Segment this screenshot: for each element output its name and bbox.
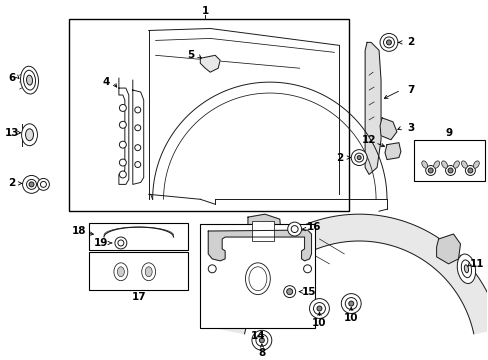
Text: 14: 14	[250, 331, 264, 341]
Circle shape	[341, 294, 361, 314]
Text: 8: 8	[258, 348, 265, 358]
Text: 3: 3	[407, 123, 414, 133]
Circle shape	[354, 153, 363, 162]
Text: 7: 7	[407, 85, 414, 95]
Polygon shape	[218, 214, 488, 334]
Circle shape	[135, 125, 141, 131]
Circle shape	[251, 330, 271, 350]
Circle shape	[447, 168, 452, 173]
Bar	[69, 19, 348, 211]
Circle shape	[286, 289, 292, 294]
Text: 2: 2	[335, 153, 342, 163]
Text: 15: 15	[302, 287, 316, 297]
Circle shape	[119, 171, 126, 178]
Ellipse shape	[456, 254, 475, 284]
Text: 10: 10	[311, 318, 326, 328]
Circle shape	[303, 265, 311, 273]
Text: 12: 12	[361, 135, 376, 145]
Ellipse shape	[117, 267, 124, 277]
Polygon shape	[379, 118, 396, 140]
Circle shape	[427, 168, 432, 173]
Bar	[251, 221, 273, 241]
Text: 2: 2	[8, 179, 15, 188]
Circle shape	[356, 156, 361, 159]
Text: 18: 18	[72, 226, 86, 236]
Text: 6: 6	[8, 73, 15, 83]
Circle shape	[41, 181, 46, 187]
Ellipse shape	[453, 161, 459, 168]
Circle shape	[379, 33, 397, 51]
Ellipse shape	[464, 265, 468, 273]
Text: 16: 16	[306, 222, 321, 232]
Circle shape	[290, 226, 298, 233]
Polygon shape	[436, 234, 460, 264]
Circle shape	[465, 166, 474, 175]
Circle shape	[350, 150, 366, 166]
Circle shape	[309, 298, 329, 319]
Circle shape	[386, 40, 391, 45]
Ellipse shape	[145, 267, 152, 277]
Circle shape	[38, 179, 49, 190]
Circle shape	[316, 306, 321, 311]
Ellipse shape	[460, 260, 470, 278]
Ellipse shape	[25, 129, 34, 141]
Ellipse shape	[26, 75, 33, 85]
Circle shape	[383, 37, 394, 48]
Text: 1: 1	[201, 6, 208, 15]
Circle shape	[348, 301, 353, 306]
Circle shape	[119, 104, 126, 111]
Bar	[413, 140, 484, 181]
Text: 9: 9	[445, 128, 452, 138]
Text: 11: 11	[469, 259, 484, 269]
Ellipse shape	[23, 70, 36, 90]
Circle shape	[208, 265, 216, 273]
Ellipse shape	[472, 161, 478, 168]
Circle shape	[259, 338, 264, 343]
Text: 2: 2	[407, 37, 414, 48]
Polygon shape	[384, 143, 400, 159]
Ellipse shape	[114, 263, 127, 281]
Polygon shape	[208, 230, 311, 261]
Ellipse shape	[461, 161, 467, 168]
Polygon shape	[247, 214, 281, 251]
Bar	[200, 224, 314, 328]
Ellipse shape	[248, 267, 266, 291]
Circle shape	[313, 302, 325, 315]
Circle shape	[135, 145, 141, 150]
Circle shape	[29, 182, 34, 187]
Bar	[89, 223, 188, 250]
Text: 4: 4	[102, 77, 109, 87]
Text: 5: 5	[186, 50, 194, 60]
Polygon shape	[365, 42, 380, 175]
Circle shape	[425, 166, 435, 175]
Ellipse shape	[421, 161, 427, 168]
Text: 19: 19	[94, 238, 108, 248]
Circle shape	[115, 237, 126, 249]
Circle shape	[119, 159, 126, 166]
Circle shape	[119, 121, 126, 128]
Circle shape	[118, 240, 123, 246]
Circle shape	[345, 298, 356, 310]
Circle shape	[119, 141, 126, 148]
Circle shape	[135, 107, 141, 113]
Circle shape	[467, 168, 472, 173]
Circle shape	[255, 334, 267, 346]
Circle shape	[287, 222, 301, 236]
Circle shape	[283, 286, 295, 298]
Ellipse shape	[433, 161, 439, 168]
Ellipse shape	[20, 66, 39, 94]
Ellipse shape	[21, 124, 38, 146]
Circle shape	[445, 166, 454, 175]
Text: 10: 10	[343, 314, 358, 323]
Text: 13: 13	[4, 128, 19, 138]
Ellipse shape	[441, 161, 447, 168]
Ellipse shape	[245, 263, 270, 294]
Circle shape	[26, 179, 37, 189]
Polygon shape	[200, 55, 220, 72]
Bar	[89, 252, 188, 290]
Text: 17: 17	[131, 292, 146, 302]
Circle shape	[135, 162, 141, 167]
Ellipse shape	[142, 263, 155, 281]
Circle shape	[22, 175, 41, 193]
